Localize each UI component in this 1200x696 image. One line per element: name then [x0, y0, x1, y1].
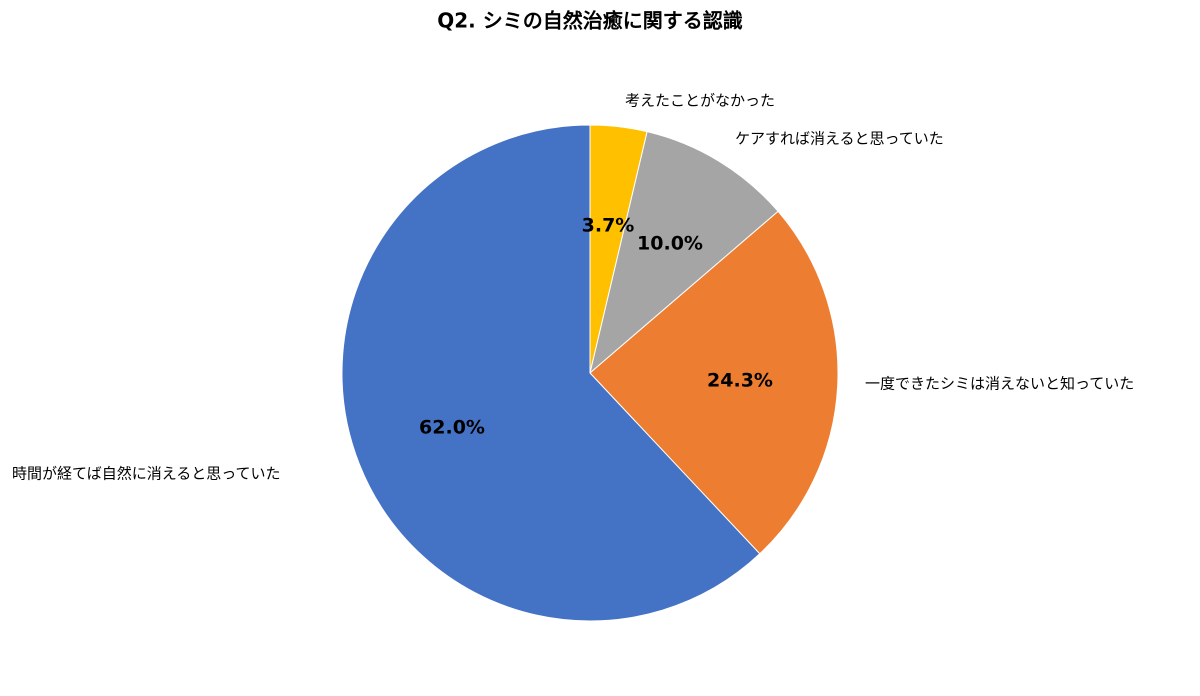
category-label: ケアすれば消えると思っていた	[735, 130, 944, 148]
category-label: 一度できたシミは消えないと知っていた	[865, 375, 1134, 393]
pie-slice	[341, 124, 761, 622]
data-label: 10.0%	[637, 233, 703, 255]
chart-title: Q2. シミの自然治癒に関する認識	[437, 9, 742, 33]
pie-slice	[589, 210, 839, 555]
data-label: 24.3%	[707, 370, 773, 392]
data-label: 62.0%	[419, 417, 485, 439]
data-label: 3.7%	[582, 215, 635, 237]
pie-slice	[589, 131, 779, 375]
category-label: 時間が経てば自然に消えると思っていた	[12, 465, 281, 483]
category-label: 考えたことがなかった	[625, 92, 775, 110]
